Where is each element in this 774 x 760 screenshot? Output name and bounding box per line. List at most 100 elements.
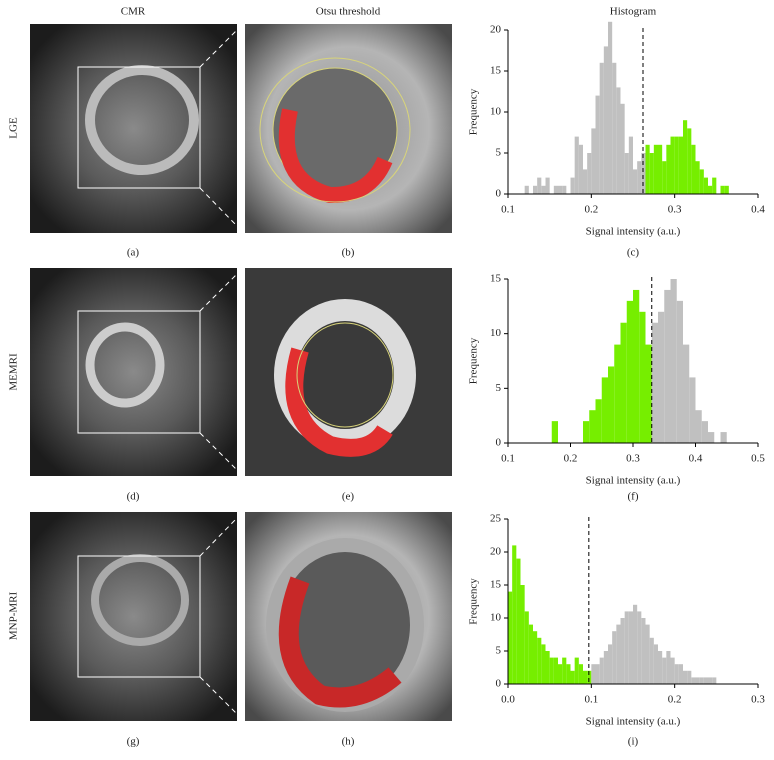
- bar: [662, 161, 667, 194]
- panel-label: (d): [127, 491, 140, 503]
- bar: [512, 545, 517, 684]
- bar: [674, 664, 679, 684]
- image-row: [30, 268, 452, 476]
- x-tick-label: 0.1: [501, 453, 515, 465]
- panel-label: (g): [127, 736, 140, 748]
- bar: [591, 664, 596, 684]
- histogram: 0 5 10 15 20 0.1 0.2 0.3 0.4 Signal intensity (a.…: [468, 21, 765, 238]
- y-tick-label: 0: [496, 678, 502, 690]
- bar: [537, 637, 542, 684]
- bar: [691, 677, 696, 684]
- bar: [678, 664, 683, 684]
- column-title: Otsu threshold: [316, 6, 381, 18]
- bar: [637, 611, 642, 684]
- bar: [628, 136, 633, 194]
- y-tick-label: 20: [490, 546, 502, 558]
- bar: [637, 161, 642, 194]
- bar: [583, 169, 588, 194]
- bar: [608, 21, 613, 194]
- bar: [689, 377, 696, 443]
- bar: [545, 651, 550, 684]
- bar: [641, 618, 646, 684]
- bar: [712, 677, 717, 684]
- bar: [658, 144, 663, 194]
- bar: [645, 144, 650, 194]
- bar: [545, 177, 550, 194]
- y-tick-label: 10: [490, 106, 502, 118]
- bar: [676, 300, 683, 443]
- bar: [701, 421, 708, 443]
- bar: [724, 185, 729, 194]
- bar: [616, 624, 621, 684]
- bar: [574, 136, 579, 194]
- bar: [558, 664, 563, 684]
- bar: [620, 322, 627, 443]
- bar: [601, 377, 608, 443]
- y-tick-label: 0: [496, 188, 502, 200]
- bar: [703, 177, 708, 194]
- x-tick-label: 0.1: [584, 694, 598, 706]
- bar: [624, 153, 629, 194]
- y-tick-label: 20: [490, 24, 502, 36]
- panel-label: (f): [628, 491, 639, 503]
- bar: [608, 366, 615, 443]
- x-tick-label: 0.5: [751, 453, 765, 465]
- x-tick-label: 0.2: [668, 694, 682, 706]
- image-row: [30, 512, 452, 721]
- y-tick-label: 5: [496, 645, 502, 657]
- bar: [703, 677, 708, 684]
- bar: [595, 664, 600, 684]
- bar: [612, 62, 617, 194]
- bar: [578, 664, 583, 684]
- bar: [633, 169, 638, 194]
- bar: [587, 153, 592, 194]
- bar: [616, 87, 621, 194]
- bar: [578, 144, 583, 194]
- bar: [524, 185, 529, 194]
- panel-label: (i): [628, 736, 639, 748]
- bar: [612, 631, 617, 684]
- y-axis-title: Frequency: [468, 578, 480, 625]
- y-tick-label: 15: [490, 65, 502, 77]
- bar: [516, 558, 521, 684]
- bar: [674, 136, 679, 194]
- bar: [626, 300, 633, 443]
- y-tick-label: 5: [496, 382, 502, 394]
- x-tick-label: 0.4: [751, 204, 765, 216]
- bar: [589, 410, 596, 443]
- panel-label: (c): [627, 247, 640, 259]
- x-axis-title: Signal intensity (a.u.): [586, 475, 681, 487]
- bar: [558, 185, 563, 194]
- bar: [628, 611, 633, 684]
- bar: [562, 657, 567, 684]
- bar: [695, 677, 700, 684]
- y-tick-label: 15: [490, 273, 502, 285]
- bar: [553, 185, 558, 194]
- x-axis-title: Signal intensity (a.u.): [586, 716, 681, 728]
- bar: [620, 618, 625, 684]
- bar: [708, 677, 713, 684]
- x-tick-label: 0.2: [584, 204, 598, 216]
- x-tick-label: 0.1: [501, 204, 515, 216]
- x-tick-label: 0.2: [564, 453, 578, 465]
- x-tick-label: 0.0: [501, 694, 515, 706]
- bar: [633, 289, 640, 443]
- bar: [649, 153, 654, 194]
- bar: [551, 421, 558, 443]
- bar: [641, 153, 646, 194]
- bar: [599, 657, 604, 684]
- y-axis-title: Frequency: [468, 88, 480, 135]
- bar: [520, 585, 525, 684]
- panel-label: (b): [342, 247, 355, 259]
- bar: [583, 421, 590, 443]
- bar: [645, 344, 652, 443]
- panel-label: (e): [342, 491, 355, 503]
- bar: [549, 657, 554, 684]
- panel-label: (h): [342, 736, 355, 748]
- bar: [533, 631, 538, 684]
- bar: [708, 185, 713, 194]
- row-label: MEMRI: [8, 353, 20, 391]
- bar: [591, 128, 596, 194]
